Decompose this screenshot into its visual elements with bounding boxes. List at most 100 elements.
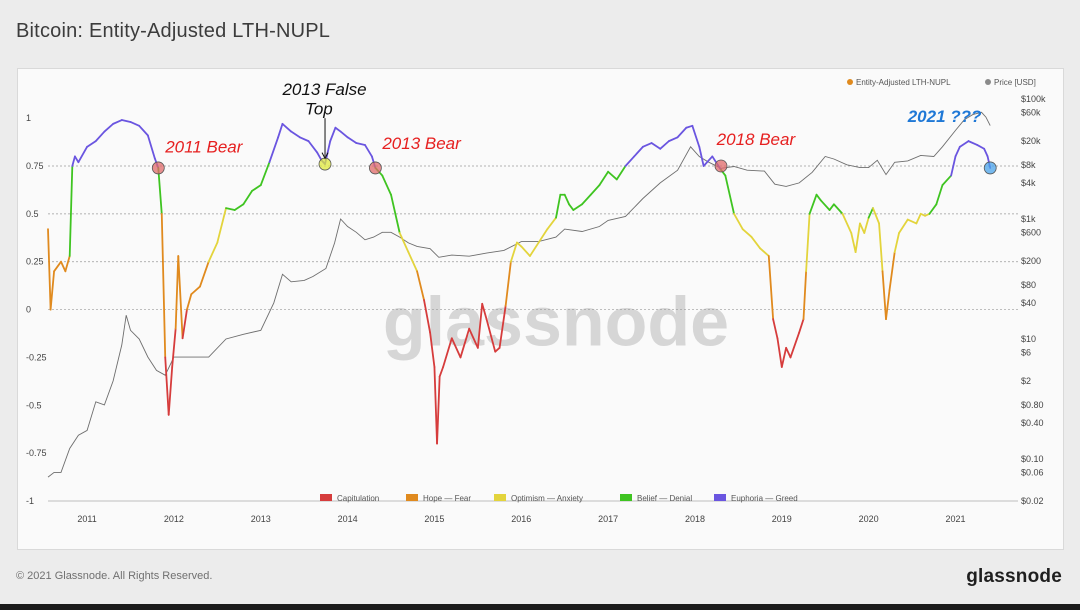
y-right-tick-label: $6 bbox=[1021, 347, 1031, 357]
zone-legend-label: Hope — Fear bbox=[423, 494, 471, 503]
nupl-segment bbox=[568, 203, 575, 211]
nupl-segment bbox=[94, 130, 106, 143]
nupl-segment bbox=[468, 327, 479, 349]
nupl-segment bbox=[329, 126, 337, 143]
nupl-segment bbox=[281, 122, 293, 133]
y-right-tick-label: $8k bbox=[1021, 160, 1036, 170]
nupl-segment bbox=[935, 184, 944, 206]
nupl-segment bbox=[581, 193, 592, 206]
nupl-segment bbox=[233, 203, 245, 211]
nupl-segment bbox=[641, 142, 653, 148]
copyright-text: © 2021 Glassnode. All Rights Reserved. bbox=[16, 570, 213, 582]
nupl-segment bbox=[733, 212, 744, 231]
nupl-segment bbox=[68, 165, 74, 257]
marker-circle[interactable] bbox=[368, 161, 382, 175]
nupl-segment bbox=[186, 293, 193, 311]
nupl-segment bbox=[298, 136, 310, 143]
annotation-label: 2013 Bear bbox=[381, 134, 462, 153]
nupl-segment bbox=[546, 216, 557, 231]
nupl-segment bbox=[251, 184, 262, 192]
glassnode-logo[interactable]: glassnode bbox=[966, 566, 1062, 587]
annotation-label: 2018 Bear bbox=[716, 130, 797, 149]
nupl-segment bbox=[339, 130, 349, 139]
nupl-segment bbox=[390, 193, 401, 234]
nupl-segment bbox=[772, 318, 779, 340]
nupl-segment bbox=[433, 366, 438, 445]
zone-legend-label: Capitulation bbox=[337, 494, 379, 503]
nupl-segment bbox=[841, 212, 853, 234]
nupl-segment bbox=[808, 193, 818, 215]
nupl-segment bbox=[438, 366, 445, 378]
marker-circle[interactable] bbox=[983, 161, 997, 175]
nupl-segment bbox=[780, 346, 788, 368]
y-right-tick-label: $20k bbox=[1021, 136, 1041, 146]
x-tick-label: 2021 bbox=[945, 514, 965, 524]
nupl-segment bbox=[504, 260, 512, 307]
y-left-tick-label: -0.75 bbox=[26, 448, 47, 458]
nupl-segment bbox=[685, 124, 694, 129]
nupl-segment bbox=[741, 228, 753, 238]
x-tick-label: 2014 bbox=[338, 514, 358, 524]
nupl-segment bbox=[698, 145, 705, 167]
nupl-segment bbox=[785, 346, 792, 359]
nupl-segment bbox=[976, 144, 986, 150]
nupl-segment bbox=[498, 304, 507, 349]
nupl-segment bbox=[334, 126, 342, 133]
nupl-segment bbox=[572, 203, 583, 211]
annotation-label: Top bbox=[305, 99, 333, 118]
legend-dot bbox=[847, 79, 853, 85]
nupl-segment bbox=[47, 228, 52, 311]
y-left-tick-label: -1 bbox=[26, 496, 34, 506]
nupl-segment bbox=[520, 245, 531, 257]
x-tick-label: 2020 bbox=[859, 514, 879, 524]
nupl-segment bbox=[442, 337, 453, 368]
nupl-segment bbox=[242, 189, 253, 206]
marker-circle[interactable] bbox=[151, 161, 165, 175]
nupl-segment bbox=[776, 337, 783, 368]
nupl-segment bbox=[103, 122, 115, 133]
y-right-tick-label: $0.02 bbox=[1021, 496, 1044, 506]
nupl-segment bbox=[724, 174, 735, 215]
nupl-segment bbox=[174, 255, 180, 330]
y-right-tick-label: $1k bbox=[1021, 214, 1036, 224]
nupl-segment bbox=[181, 308, 188, 340]
nupl-segment bbox=[53, 260, 62, 273]
nupl-segment bbox=[915, 212, 922, 225]
nupl-segment bbox=[199, 260, 210, 288]
nupl-segment bbox=[485, 318, 497, 353]
zone-legend-label: Optimism — Anxiety bbox=[511, 494, 583, 503]
zone-legend-swatch bbox=[494, 494, 506, 501]
x-tick-label: 2015 bbox=[424, 514, 444, 524]
nupl-segment bbox=[676, 126, 688, 139]
nupl-segment bbox=[555, 193, 562, 219]
nupl-segment bbox=[828, 203, 835, 211]
marker-circle[interactable] bbox=[714, 159, 728, 173]
marker-circle[interactable] bbox=[318, 157, 332, 171]
nupl-segment bbox=[529, 241, 540, 257]
watermark-text: glassnode bbox=[383, 282, 729, 360]
nupl-segment bbox=[307, 140, 319, 154]
nupl-segment bbox=[888, 251, 896, 292]
nupl-segment bbox=[171, 327, 177, 368]
nupl-segment bbox=[476, 302, 484, 349]
nupl-segment bbox=[160, 212, 167, 359]
nupl-segment bbox=[815, 193, 822, 202]
y-right-tick-label: $0.80 bbox=[1021, 400, 1044, 410]
nupl-segment bbox=[950, 155, 957, 177]
y-right-tick-label: $100k bbox=[1021, 94, 1046, 104]
annotation-label: 2013 False bbox=[281, 80, 366, 99]
y-right-tick-label: $0.40 bbox=[1021, 418, 1044, 428]
nupl-segment bbox=[459, 327, 471, 359]
nupl-segment bbox=[74, 155, 80, 164]
nupl-segment bbox=[516, 241, 523, 248]
nupl-segment bbox=[207, 241, 219, 263]
y-right-tick-label: $200 bbox=[1021, 256, 1041, 266]
nupl-segment bbox=[316, 151, 323, 162]
y-right-tick-label: $2 bbox=[1021, 376, 1031, 386]
nupl-segment bbox=[177, 255, 184, 340]
nupl-segment bbox=[268, 136, 280, 164]
nupl-segment bbox=[190, 285, 201, 296]
nupl-segment bbox=[355, 142, 366, 146]
nupl-segment bbox=[509, 241, 518, 263]
nupl-segment bbox=[767, 255, 775, 321]
